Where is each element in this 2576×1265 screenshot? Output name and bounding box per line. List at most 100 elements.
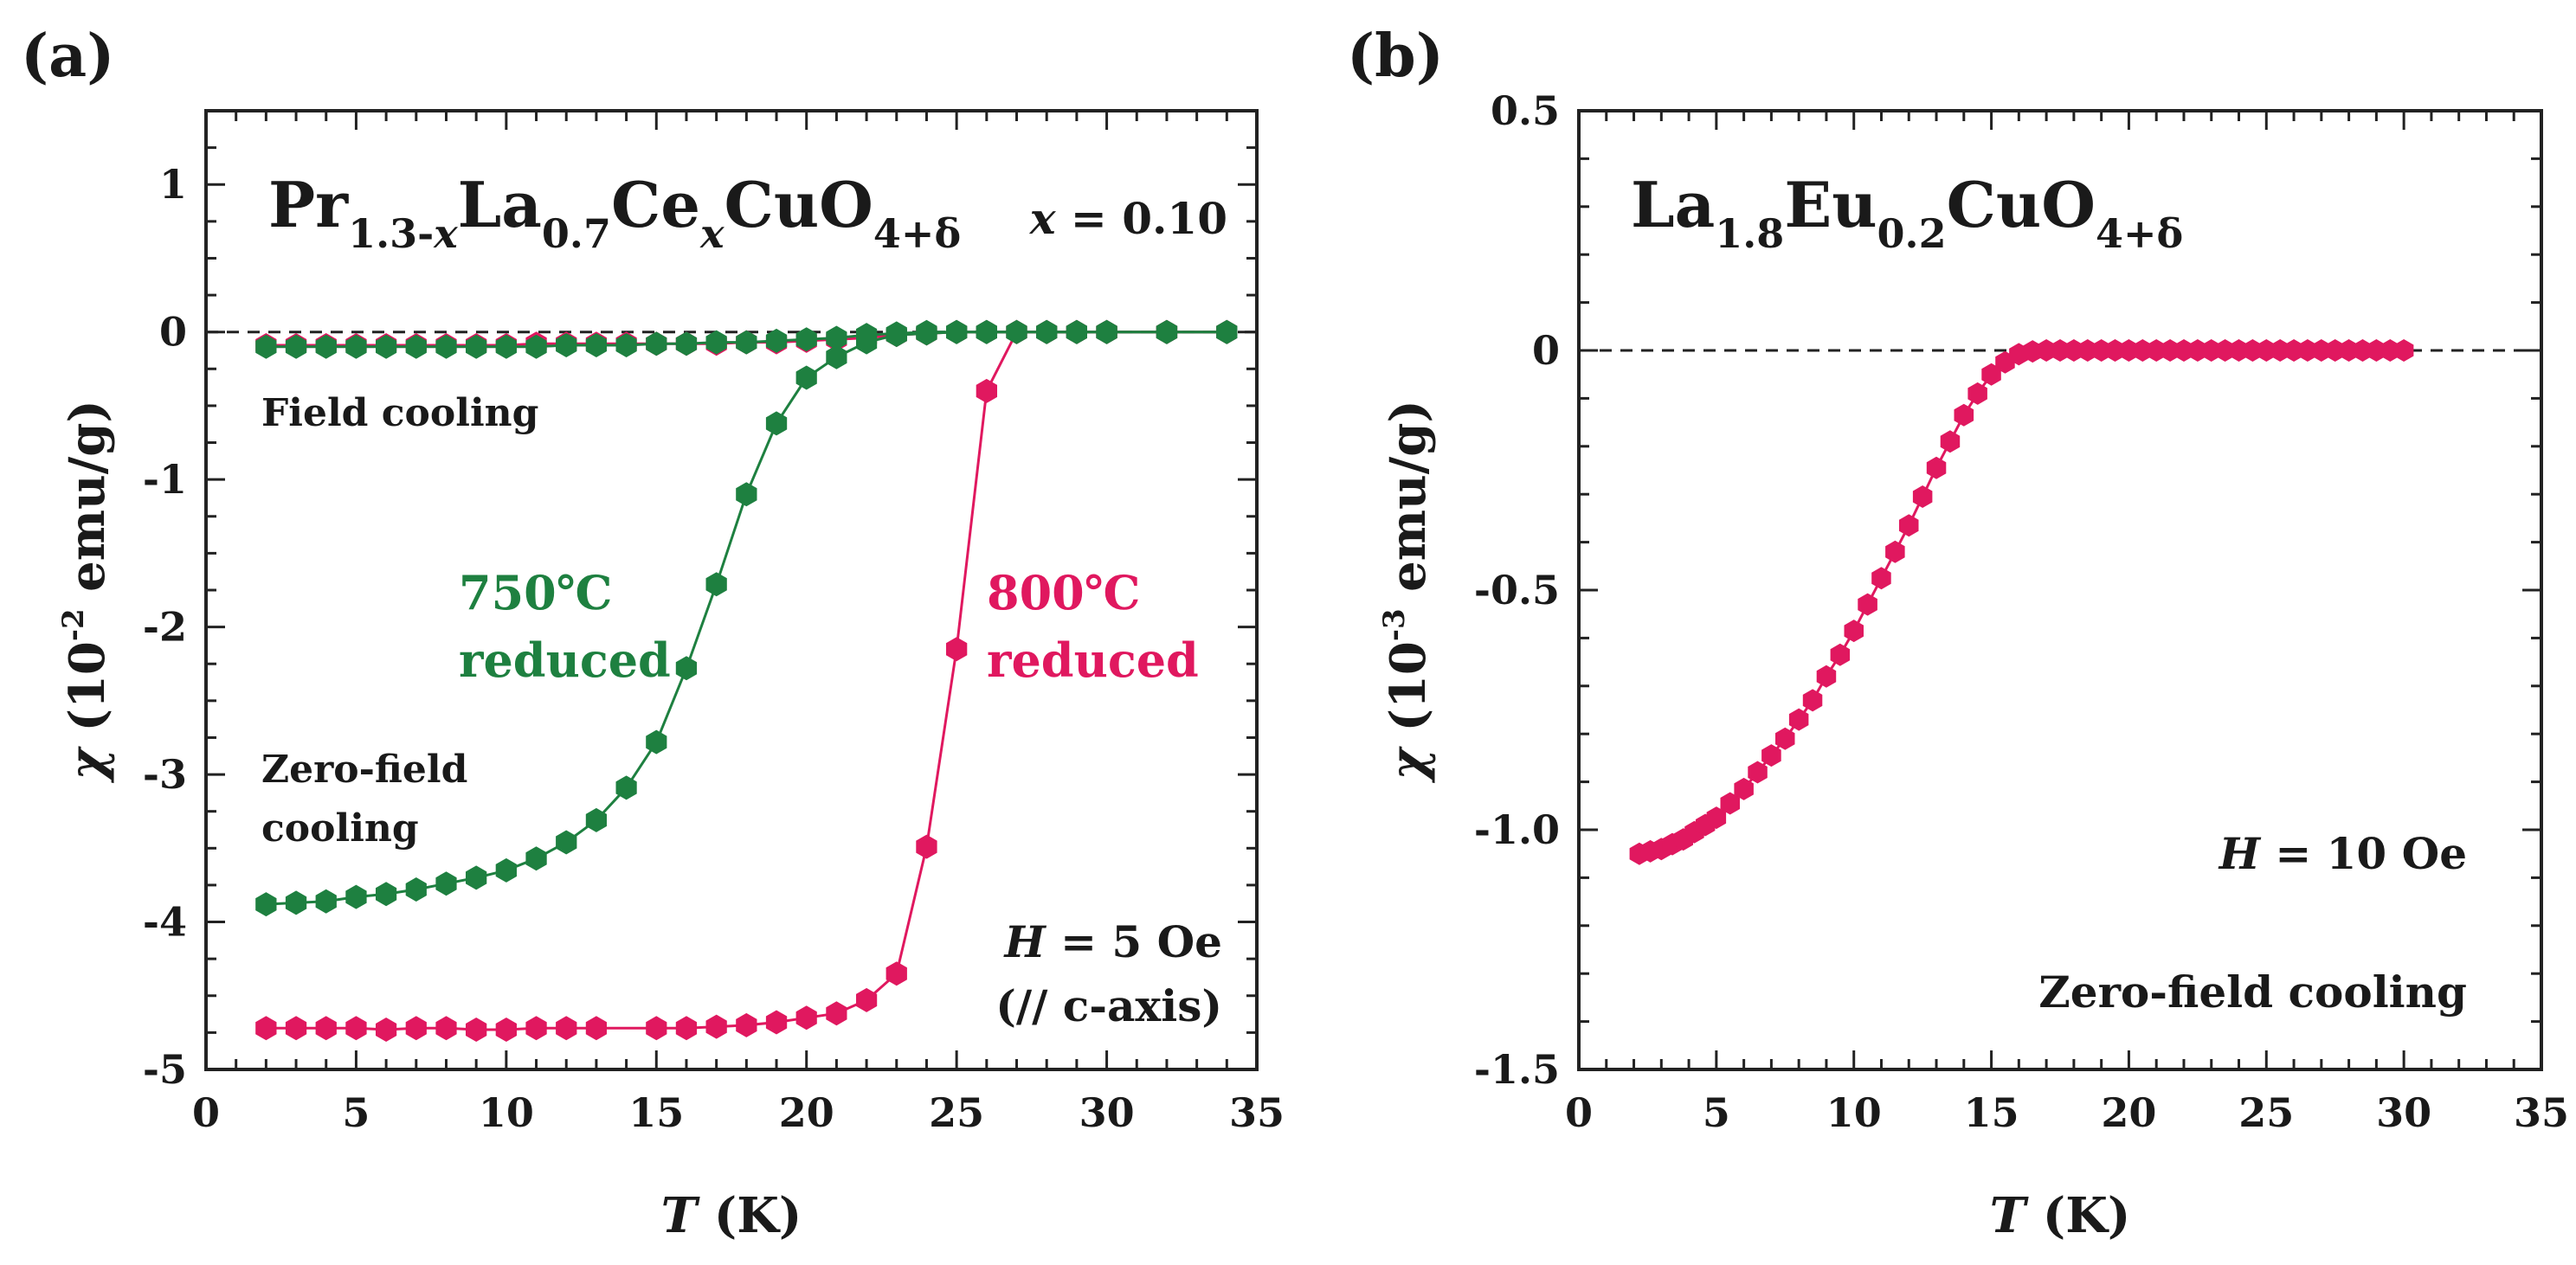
zfc-series-point [1734, 777, 1754, 800]
series-750-fc-point [585, 333, 607, 357]
series-750-fc-point [255, 334, 277, 359]
series-750-fc-point [435, 334, 457, 359]
series-750-zfc-point [435, 871, 457, 896]
y-tick-label: 0.5 [1491, 87, 1560, 134]
series-750-fc-point [495, 334, 517, 359]
series-750-fc-point [795, 327, 817, 352]
zfc-series-point [1926, 456, 1947, 479]
series-750-fc-point [765, 328, 788, 353]
series-800-zfc-point [525, 1016, 547, 1041]
x-tick-label: 35 [1229, 1089, 1285, 1136]
panel-b-field-annotation: H = 10 Oe [2218, 828, 2467, 879]
series-800-zfc-point [886, 961, 907, 986]
series-750-fc-point [886, 321, 907, 346]
series-750-zfc-point [615, 775, 637, 800]
series-800-zfc-point [435, 1016, 457, 1041]
series-800-zfc-point [285, 1016, 307, 1041]
series-750-label-line2: reduced [459, 632, 671, 688]
series-750-zfc-point [646, 729, 667, 755]
zfc-series-point [1761, 744, 1781, 767]
series-750-fc-point [376, 334, 397, 359]
zero-field-label-line1: Zero-field [261, 748, 467, 792]
y-tick-label: -3 [143, 751, 187, 798]
series-750-fc-point [345, 334, 367, 359]
panel-b-y-axis-label: χ (10-3 emu/g) [1377, 400, 1437, 784]
panel-a-label: (a) [21, 22, 114, 91]
zfc-series-point [1899, 514, 1919, 537]
series-750-zfc-point [345, 884, 367, 909]
x-tick-label: 15 [628, 1089, 684, 1136]
zfc-series-point [1720, 792, 1740, 815]
zfc-series-point [1816, 665, 1837, 688]
y-tick-label: -1.0 [1474, 806, 1560, 853]
series-750-fc-point [466, 334, 487, 359]
y-tick-label: 0 [1532, 327, 1560, 374]
series-800-zfc-point [856, 987, 878, 1012]
panel-b-tick-labels: 0 5 10 15 20 25 30 35 0.5 0 -0.5 -1.0 -1.5 [1474, 87, 2569, 1136]
zfc-series-point [1775, 727, 1795, 750]
x-tick-label: 5 [1703, 1089, 1730, 1136]
panel-a-plot-frame [204, 109, 1259, 1071]
series-800-zfc-point [736, 1012, 757, 1037]
y-tick-label: -0.5 [1474, 567, 1560, 613]
series-750-fc-point [615, 333, 637, 357]
panel-b-marks [1629, 339, 2414, 865]
x-tick-label: 30 [1079, 1089, 1135, 1136]
series-750-fc-point [675, 331, 698, 356]
series-750-zfc-point [466, 865, 487, 890]
series-750-fc-point [916, 319, 937, 344]
series-750-zfc-point [285, 890, 307, 915]
series-800-zfc-point [345, 1016, 367, 1041]
panel-a-marks [255, 319, 1238, 1042]
x-tick-label: 0 [192, 1089, 220, 1136]
y-tick-label: -2 [143, 604, 187, 651]
series-750-label-line1: 750℃ [459, 565, 612, 620]
series-800-zfc-point [976, 378, 997, 403]
x-tick-label: 25 [929, 1089, 984, 1136]
series-750-zfc-point [675, 656, 698, 681]
x-tick-label: 20 [2101, 1089, 2156, 1136]
series-800-zfc-point [826, 1001, 847, 1026]
series-750-zfc-point [585, 807, 607, 832]
y-tick-label: -1 [143, 456, 187, 503]
series-800-zfc-point [946, 637, 968, 662]
series-800-label-line2: reduced [987, 632, 1199, 688]
series-750-zfc-point [705, 572, 727, 597]
series-750-zfc-point [376, 882, 397, 907]
series-750-fc-point [826, 325, 847, 350]
series-800-zfc-point [916, 834, 937, 859]
series-800-zfc-point [255, 1016, 277, 1041]
series-750-fc-point [976, 319, 997, 344]
panel-a-x-annotation: x = 0.10 [1029, 193, 1227, 244]
x-tick-label: 30 [2376, 1089, 2431, 1136]
zfc-series-point [1981, 363, 2001, 386]
series-750-zfc-point [795, 365, 817, 390]
x-tick-label: 20 [779, 1089, 834, 1136]
zfc-series-point [1802, 689, 1823, 712]
x-tick-label: 5 [342, 1089, 370, 1136]
series-750-zfc-point [315, 889, 337, 914]
zfc-series-point [1967, 382, 1987, 405]
x-tick-label: 10 [1826, 1089, 1882, 1136]
series-750-fc-point [405, 334, 427, 359]
series-800-zfc-point [376, 1018, 397, 1042]
y-tick-label: -5 [143, 1046, 187, 1093]
series-800-zfc-point [795, 1005, 817, 1031]
series-800-label-line1: 800℃ [987, 565, 1140, 620]
x-tick-label: 0 [1565, 1089, 1593, 1136]
panel-a-y-axis-label: χ (10-2 emu/g) [56, 400, 116, 784]
series-750-fc-point [315, 334, 337, 359]
zfc-series-point [1748, 761, 1768, 784]
panel-b-plot-frame [1577, 109, 2543, 1071]
series-800-zfc-point [585, 1016, 607, 1041]
series-750-fc-point [1066, 319, 1087, 344]
series-800-zfc-point [495, 1018, 517, 1042]
y-tick-label: -4 [143, 899, 187, 946]
series-750-zfc-point [736, 482, 757, 507]
zfc-series-point [1858, 593, 1877, 616]
series-750-fc-point [856, 323, 878, 348]
series-750-fc-point [946, 319, 968, 344]
panel-b-formula: La1.8Eu0.2CuO4+δ [1631, 168, 2183, 257]
